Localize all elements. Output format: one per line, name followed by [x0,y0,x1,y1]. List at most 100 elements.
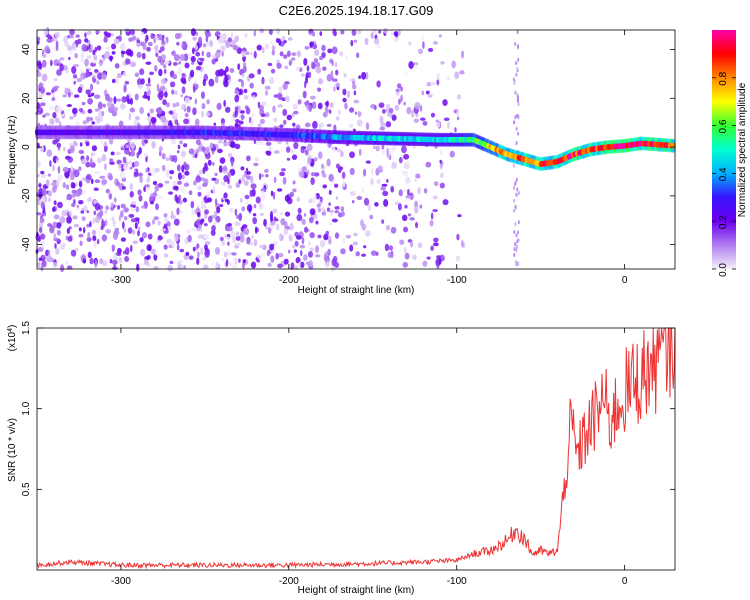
spectrogram-noise-cell [127,227,133,234]
spectrogram-noise-cell [113,38,120,44]
spectrogram-noise-cell [111,51,116,55]
spectrogram-noise-cell [270,68,276,74]
spectrogram-noise-cell [120,210,124,218]
spectrogram-noise-cell [429,220,434,227]
spectrogram-noise-cell [86,223,90,228]
spectrogram-noise-cell [230,31,234,39]
spectrogram-noise-cell [41,73,48,82]
spectrogram-noise-cell [188,75,191,82]
spectrogram-noise-cell [130,208,135,212]
spectrogram-noise-cell [86,30,92,35]
spectrogram-noise-cell [198,36,203,45]
spectrogram-noise-cell [96,80,100,85]
spectrogram-noise-cell [256,255,262,259]
spectrogram-noise-cell [311,101,317,109]
snr-y-tick-label: 1.0 [21,401,32,415]
spectrogram-noise-cell [432,40,438,45]
spectrogram-noise-cell [35,111,40,116]
spectrogram-noise-cell [286,50,291,57]
spectrogram-noise-cell [386,147,389,154]
spectrogram-noise-cell [162,64,167,69]
spectrogram-noise-cell [139,41,145,47]
spectrogram-noise-cell [324,105,329,114]
spectrogram-noise-cell [190,55,196,63]
spectrogram-noise-cell [157,55,163,63]
spectrogram-noise-cell [115,76,119,85]
spectrogram-noise-cell [180,150,186,158]
spectrogram-noise-cell [250,261,257,269]
spectrogram-noise-cell [214,217,221,221]
spectrogram-noise-cell [120,103,126,110]
spectrogram-noise-cell [129,166,133,170]
spectrogram-noise-cell [514,222,517,227]
spectrogram-noise-cell [345,55,348,60]
spectrogram-noise-cell [387,251,392,259]
spectrogram-noise-cell [293,141,299,150]
spectrogram-noise-cell [78,149,85,155]
spectrogram-noise-cell [356,119,363,127]
spectrogram-noise-cell [404,252,410,260]
spectrogram-noise-cell [81,177,87,182]
spectrogram-noise-cell [370,250,377,256]
spectrogram-noise-cell [169,81,176,88]
spectrogram-noise-cell [102,103,106,108]
spectrogram-noise-cell [268,76,275,85]
spectrogram-noise-cell [326,123,332,127]
spectrogram-noise-cell [218,37,224,45]
spectrogram-noise-cell [430,212,434,220]
spectrogram-noise-cell [289,222,294,231]
spectrogram-noise-cell [391,161,397,170]
spectrogram-noise-cell [190,61,195,65]
spectrogram-noise-cell [359,219,364,227]
spectrogram-noise-cell [328,189,332,195]
spectrogram-noise-cell [130,218,137,223]
spectrogram-noise-cell [85,89,91,95]
spectrogram-noise-cell [284,211,291,217]
spectrogram-noise-cell [382,190,389,197]
spectrogram-noise-cell [242,65,247,73]
spectrogram-noise-cell [381,219,385,224]
spectrogram-noise-cell [72,215,78,220]
spectrogram-noise-cell [299,244,306,249]
spectrogram-noise-cell [117,205,120,210]
spectrogram-noise-cell [147,112,150,117]
spectrogram-noise-cell [111,244,116,250]
spectrogram-noise-cell [349,151,355,159]
spectrogram-noise-cell [78,107,84,113]
spectrogram-noise-cell [199,57,205,62]
spectrogram-noise-cell [71,202,76,208]
spectrogram-noise-cell [94,46,98,53]
spectrogram-noise-cell [109,55,113,62]
spectrogram-noise-cell [394,37,399,43]
spectrogram-noise-cell [409,240,414,248]
spectrogram-noise-cell [419,105,423,112]
spectrogram-noise-cell [397,83,402,89]
spectrogram-noise-cell [381,149,386,154]
spectrogram-noise-cell [381,108,386,114]
spectrogram-noise-cell [188,255,194,260]
spectrogram-noise-cell [230,158,234,167]
spectrogram-noise-cell [427,94,433,98]
spectrogram-noise-cell [279,171,285,177]
spectrogram-noise-cell [80,69,84,74]
spectrogram-noise-cell [251,112,255,118]
spectrogram-noise-cell [202,182,208,187]
spectrogram-noise-cell [135,206,140,213]
spectrogram-noise-cell [66,227,70,234]
spectrogram-noise-cell [108,97,113,103]
spectrogram-noise-cell [393,31,398,37]
spectrogram-noise-cell [64,155,71,160]
spectrogram-noise-cell [41,258,45,262]
spectrogram-noise-cell [218,165,223,173]
spectrogram-noise-cell [81,43,88,52]
spectrogram-noise-cell [40,241,45,249]
spectrogram-noise-cell [85,141,90,147]
spectrogram-noise-cell [250,119,254,127]
spectrogram-noise-cell [421,90,425,96]
spectrogram-x-tick-label: -300 [111,275,131,286]
spectrogram-noise-cell [235,231,240,237]
spectrogram-noise-cell [94,259,98,268]
spectrogram-noise-cell [345,234,352,239]
spectrogram-noise-cell [353,90,357,96]
spectrogram-noise-cell [188,148,195,155]
